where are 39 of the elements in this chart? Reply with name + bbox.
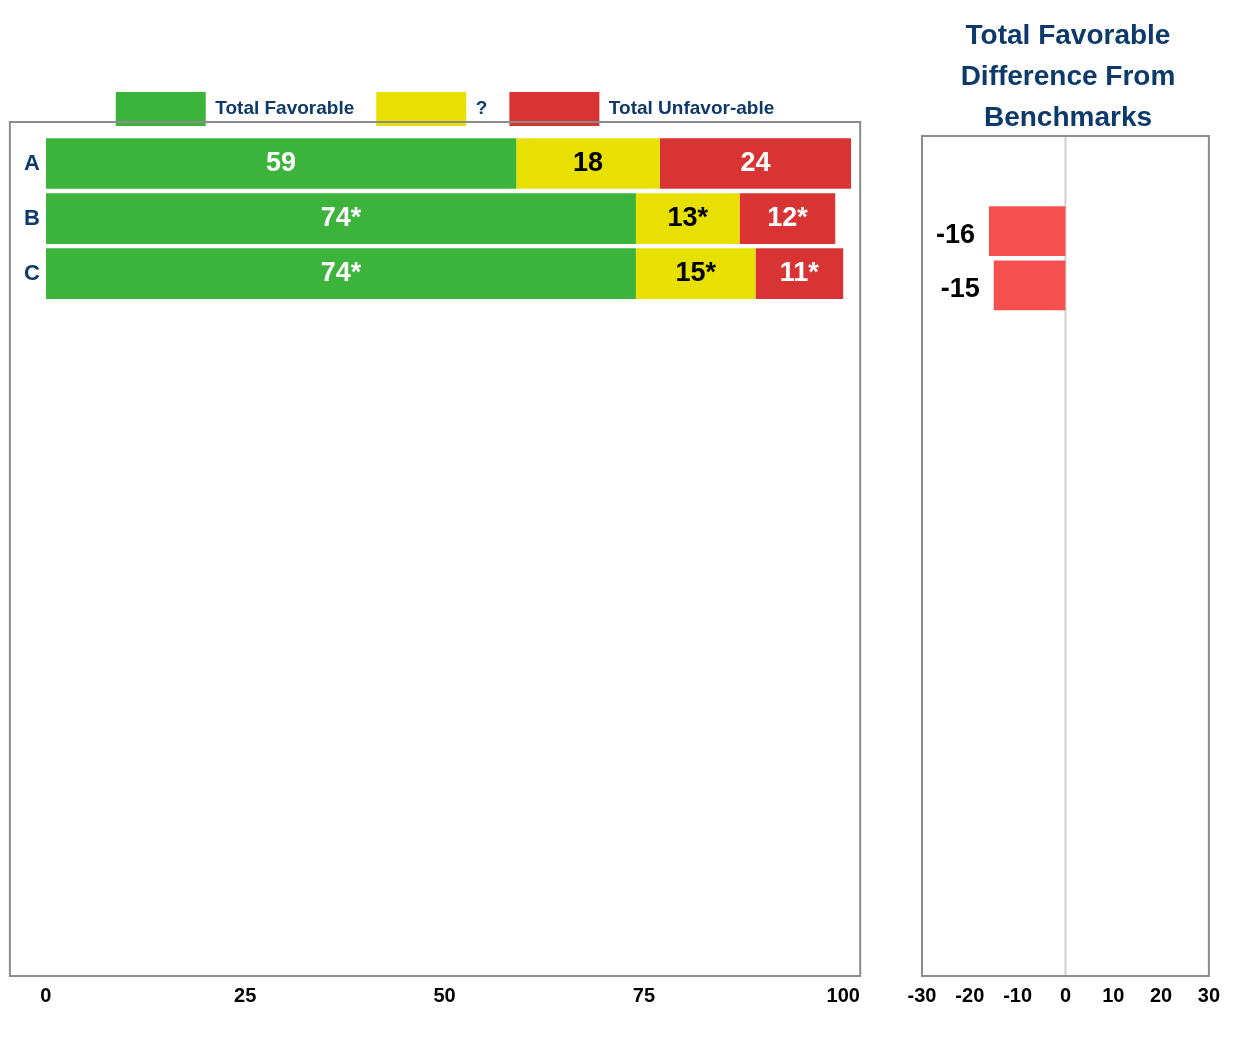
data-label: 12* bbox=[767, 202, 809, 233]
x-tick-label: -30 bbox=[907, 983, 937, 1006]
x-tick-label: 25 bbox=[234, 983, 257, 1006]
bar bbox=[635, 193, 740, 244]
x-tick-label: 20 bbox=[1149, 983, 1173, 1006]
x-tick-label: 50 bbox=[433, 983, 456, 1006]
data-label: 24 bbox=[740, 146, 771, 177]
bar bbox=[45, 193, 636, 244]
bar bbox=[516, 138, 660, 189]
x-tick-label: 100 bbox=[826, 983, 860, 1006]
bar bbox=[635, 248, 756, 299]
bar bbox=[45, 138, 517, 189]
legend-label: Total Favorable bbox=[215, 97, 355, 119]
data-label: 15* bbox=[675, 257, 717, 288]
y-tick-label: C bbox=[24, 259, 40, 285]
data-label: 74* bbox=[320, 202, 362, 233]
data-label: 11* bbox=[779, 257, 820, 288]
data-label: -16 bbox=[935, 218, 975, 249]
bar bbox=[755, 248, 844, 299]
legend-label: Total Unfavor-able bbox=[608, 97, 775, 119]
x-tick-label: -10 bbox=[1003, 983, 1033, 1006]
data-label: 18 bbox=[573, 146, 604, 177]
x-tick-label: 0 bbox=[40, 983, 52, 1006]
x-tick-label: 30 bbox=[1197, 983, 1220, 1006]
data-label: 13* bbox=[667, 202, 709, 233]
x-tick-label: 10 bbox=[1102, 983, 1125, 1006]
legend-label: ? bbox=[475, 97, 488, 119]
bar bbox=[739, 193, 836, 244]
x-tick-label: 75 bbox=[632, 983, 656, 1006]
data-label: -15 bbox=[940, 272, 980, 303]
data-label: 59 bbox=[266, 146, 297, 177]
data-label: 74* bbox=[320, 257, 362, 288]
y-tick-label: A bbox=[24, 149, 40, 175]
x-tick-label: 0 bbox=[1059, 983, 1071, 1006]
y-tick-label: B bbox=[24, 204, 40, 230]
bar bbox=[45, 248, 636, 299]
chart-title: Total Favorable Difference From Benchmarks bbox=[959, 18, 1177, 134]
bar bbox=[659, 138, 852, 189]
x-tick-label: -20 bbox=[955, 983, 985, 1006]
